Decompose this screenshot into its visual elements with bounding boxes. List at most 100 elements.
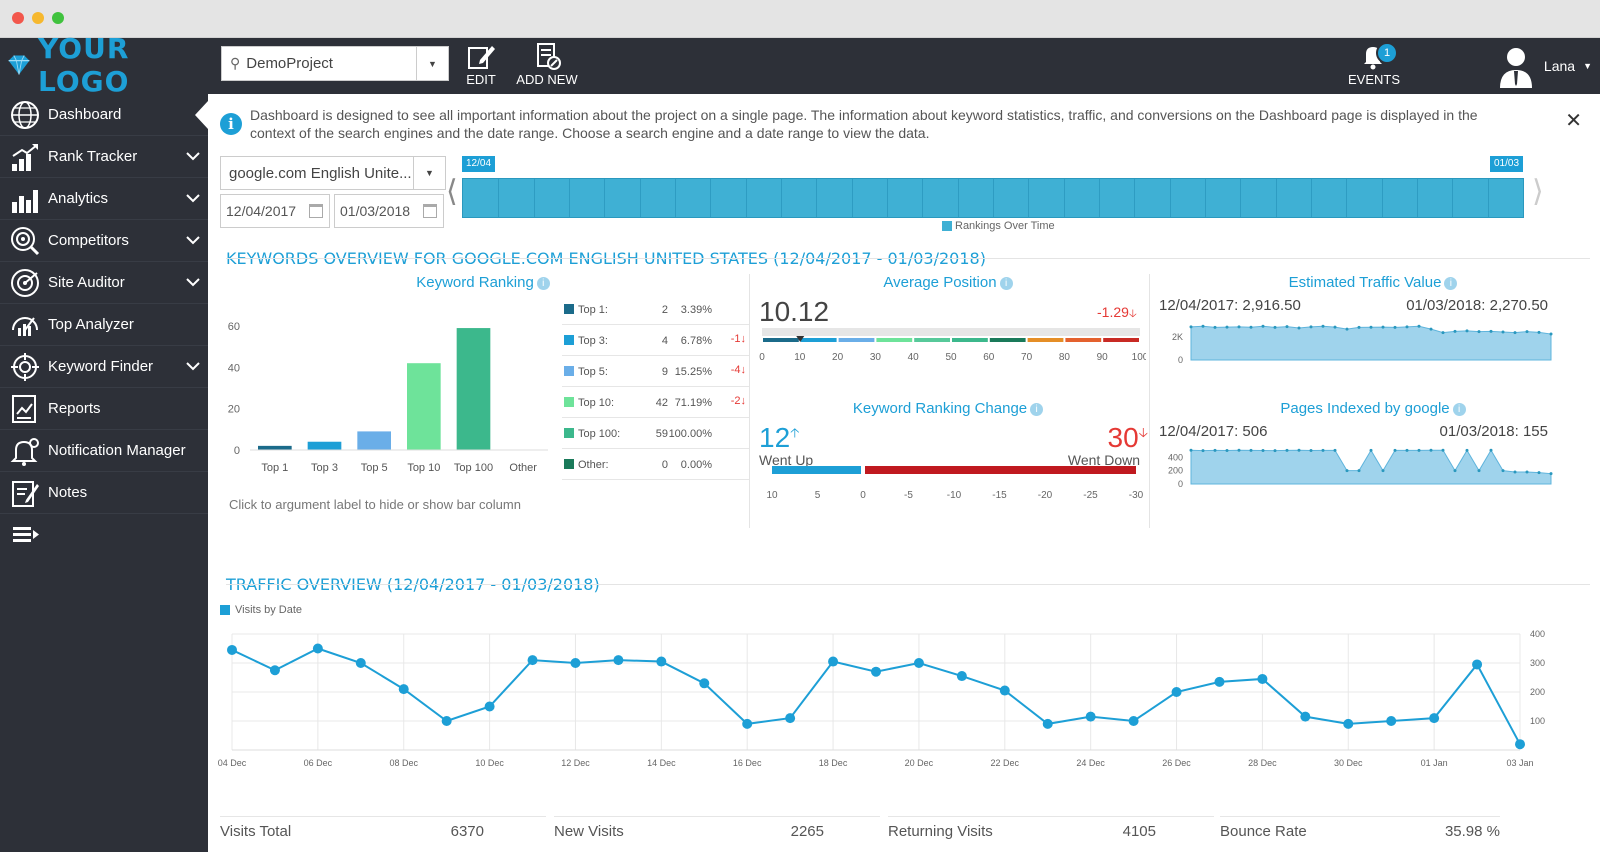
sidebar-item-dashboard[interactable]: Dashboard bbox=[0, 94, 208, 136]
scale-tick-label: 10 bbox=[794, 352, 806, 363]
sidebar-item-rank-tracker[interactable]: Rank Tracker bbox=[0, 136, 208, 178]
sidebar-item-notes[interactable]: Notes bbox=[0, 472, 208, 514]
sidebar-item-keyword-finder[interactable]: Keyword Finder bbox=[0, 346, 208, 388]
date-from-value: 12/04/2017 bbox=[226, 203, 297, 219]
chevron-down-icon[interactable] bbox=[178, 359, 208, 374]
traffic-value-end: 01/03/2018: 2,270.50 bbox=[1406, 297, 1548, 314]
scale-tick-label: 5 bbox=[815, 490, 821, 501]
stat-value: 35.98 bbox=[1444, 823, 1483, 840]
logo[interactable]: YOUR LOGO bbox=[6, 32, 206, 98]
pi-start-date: 12/04/2017: bbox=[1159, 423, 1239, 440]
add-new-button[interactable]: ADD NEW bbox=[515, 42, 579, 90]
traffic-value-title: Estimated Traffic Value i bbox=[1168, 274, 1578, 291]
data-point bbox=[1549, 332, 1553, 336]
data-point bbox=[1201, 324, 1205, 328]
x-tick-label: Top 5 bbox=[361, 462, 388, 474]
sidebar-item-label: Notes bbox=[48, 484, 88, 501]
minimize-window-button[interactable] bbox=[32, 12, 44, 24]
went-up-bar bbox=[772, 466, 861, 474]
chevron-down-icon[interactable] bbox=[178, 275, 208, 290]
chevron-right-icon[interactable]: ⟩ bbox=[1532, 174, 1544, 209]
calendar-icon[interactable] bbox=[423, 204, 437, 218]
scale-segment bbox=[989, 338, 1026, 342]
data-point bbox=[1213, 448, 1217, 452]
scale-segment bbox=[763, 338, 799, 342]
chevron-left-icon[interactable]: ⟨ bbox=[446, 174, 458, 209]
date-from-field[interactable]: 12/04/2017 bbox=[220, 194, 330, 228]
data-point bbox=[398, 684, 409, 695]
sidebar-item-top-analyzer[interactable]: Top Analyzer bbox=[0, 304, 208, 346]
sidebar-collapse-button[interactable] bbox=[0, 514, 208, 556]
scale-segment bbox=[876, 338, 913, 342]
scale-segment bbox=[914, 338, 950, 342]
sidebar-item-site-auditor[interactable]: Site Auditor bbox=[0, 262, 208, 304]
rank-count: 4 bbox=[661, 335, 668, 347]
data-point bbox=[312, 643, 323, 654]
data-point bbox=[742, 718, 753, 729]
timeline-end-label[interactable]: 01/03 bbox=[1490, 156, 1524, 172]
search-icon: ⚲ bbox=[230, 55, 241, 71]
sidebar-item-competitors[interactable]: Competitors bbox=[0, 220, 208, 262]
bar bbox=[407, 363, 441, 450]
help-icon[interactable]: i bbox=[536, 277, 550, 290]
data-point bbox=[999, 685, 1010, 696]
y-tick-label: 60 bbox=[228, 321, 240, 333]
timeline-tick bbox=[675, 179, 676, 217]
sidebar-item-analytics[interactable]: Analytics bbox=[0, 178, 208, 220]
timeline-legend[interactable]: Rankings Over Time bbox=[942, 220, 1055, 232]
scale-tick-label: 30 bbox=[870, 352, 882, 363]
stat-unit: % bbox=[1486, 823, 1500, 840]
chevron-down-icon[interactable] bbox=[178, 149, 208, 164]
data-point bbox=[1537, 330, 1541, 334]
close-window-button[interactable] bbox=[12, 12, 24, 24]
calendar-icon[interactable] bbox=[309, 204, 323, 218]
y-tick-label: 2K bbox=[1172, 332, 1183, 342]
data-point bbox=[1369, 448, 1373, 452]
legend-swatch bbox=[564, 459, 574, 469]
timeline-tick bbox=[745, 179, 747, 217]
timeline-tick bbox=[1381, 179, 1383, 217]
x-tick-label: Top 100 bbox=[454, 462, 493, 474]
timeline-tick bbox=[1134, 179, 1136, 217]
pages-indexed-title-text: Pages Indexed by google bbox=[1280, 400, 1450, 417]
info-text: Dashboard is designed to see all importa… bbox=[250, 107, 1478, 141]
pages-indexed-end: 01/03/2018: 155 bbox=[1440, 423, 1548, 440]
user-menu[interactable]: Lana ▼ bbox=[1496, 44, 1592, 88]
help-icon[interactable]: i bbox=[1444, 277, 1458, 290]
timeline-start-label[interactable]: 12/04 bbox=[462, 156, 496, 172]
edit-button[interactable]: EDIT bbox=[460, 42, 502, 90]
sidebar-item-reports[interactable]: Reports bbox=[0, 388, 208, 430]
x-tick-label: 20 Dec bbox=[905, 758, 934, 768]
help-icon[interactable]: i bbox=[999, 277, 1013, 290]
scale-tick-label: -5 bbox=[904, 490, 913, 501]
scale-tick-label: 60 bbox=[983, 352, 995, 363]
close-icon[interactable]: ✕ bbox=[1565, 110, 1582, 132]
chevron-down-icon[interactable]: ▼ bbox=[416, 47, 448, 80]
timeline-range-bar[interactable] bbox=[462, 178, 1524, 218]
data-point bbox=[1171, 687, 1182, 697]
chevron-down-icon[interactable] bbox=[178, 233, 208, 248]
help-icon[interactable]: i bbox=[1452, 403, 1466, 416]
rank-count: 59 bbox=[655, 428, 668, 440]
ranking-table-row: Top 100: 59 100.00% bbox=[562, 418, 750, 449]
rank-label: Top 5: bbox=[578, 366, 608, 378]
stat-value: 2265 bbox=[790, 823, 824, 840]
search-engine-select[interactable]: google.com English Unite... ▼ bbox=[220, 156, 446, 190]
timeline-tick bbox=[1205, 179, 1206, 217]
stat-label: New Visits bbox=[554, 823, 624, 840]
went-down-number: 30 bbox=[1107, 422, 1139, 453]
project-selector[interactable]: ⚲ DemoProject ▼ bbox=[221, 46, 449, 81]
events-button[interactable]: EVENTS 1 bbox=[1348, 42, 1400, 90]
maximize-window-button[interactable] bbox=[52, 12, 64, 24]
sidebar-item-notification-manager[interactable]: Notification Manager bbox=[0, 430, 208, 472]
x-tick-label: 03 Jan bbox=[1506, 758, 1533, 768]
chevron-down-icon[interactable]: ▼ bbox=[413, 157, 445, 189]
chevron-down-icon: ▼ bbox=[1583, 61, 1592, 71]
pages-indexed-start: 12/04/2017: 506 bbox=[1159, 423, 1267, 440]
chevron-down-icon[interactable] bbox=[178, 191, 208, 206]
report-icon bbox=[8, 392, 42, 426]
timeline-tick bbox=[1099, 179, 1100, 217]
help-icon[interactable]: i bbox=[1030, 403, 1044, 416]
date-to-field[interactable]: 01/03/2018 bbox=[334, 194, 444, 228]
traffic-legend[interactable]: Visits by Date bbox=[220, 604, 302, 616]
